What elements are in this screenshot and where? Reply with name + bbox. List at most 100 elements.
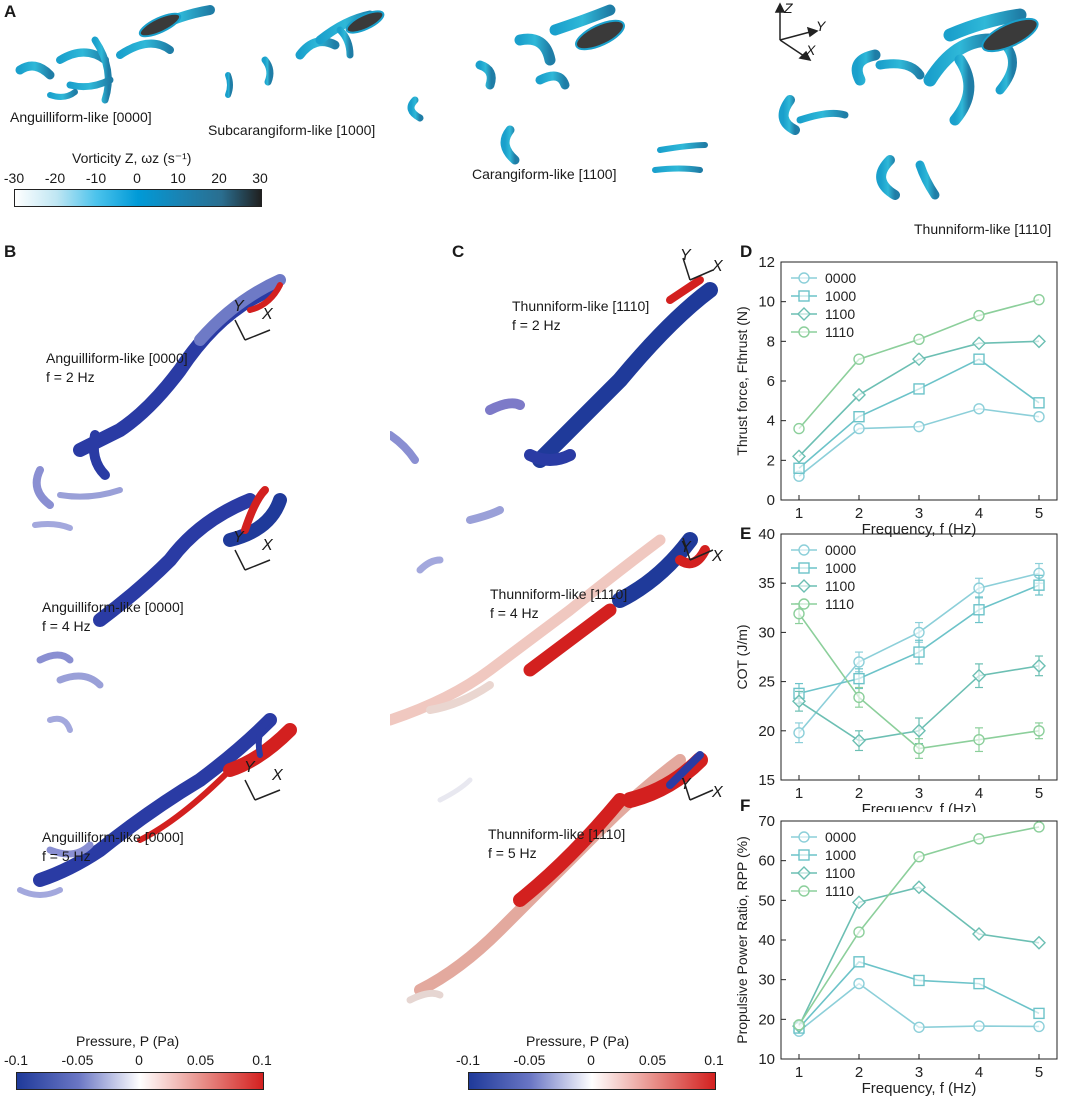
f-legend-marker-1110 — [798, 885, 810, 897]
c-pressure-tick-3: 0.05 — [638, 1052, 667, 1068]
b-pressure-colorbar-ticks: -0.1 -0.05 0 0.05 0.1 — [0, 1052, 300, 1070]
c-axis-y-1: Y — [680, 247, 691, 264]
d-point-1000-3 — [973, 353, 985, 365]
e-legend-label-1110: 1110 — [825, 596, 854, 612]
caption-subcarangiform: Subcarangiform-like [1000] — [208, 122, 376, 138]
e-legend-label-1100: 1100 — [825, 578, 855, 594]
d-point-1000-0 — [793, 462, 805, 474]
f-ytick-label-3: 40 — [758, 932, 775, 949]
d-ylabel: Thrust force, Fthrust (N) — [735, 306, 750, 455]
d-point-1000-4 — [1033, 397, 1045, 409]
f-series-0000 — [793, 977, 1045, 1037]
e-xtick-label-2: 3 — [915, 785, 923, 802]
b-case-3-caption: Anguilliform-like [0000] — [42, 829, 184, 845]
vorticity-tick-5: 20 — [211, 170, 227, 186]
e-point-1110-1 — [853, 691, 865, 704]
f-legend-label-1100: 1100 — [825, 865, 855, 881]
c-pressure-tick-2: 0 — [587, 1052, 595, 1068]
f-point-1100-2 — [912, 880, 926, 895]
e-point-0000-1 — [853, 656, 865, 668]
f-legend-marker-1000 — [798, 849, 810, 861]
f-ytick-label-5: 60 — [758, 853, 775, 870]
d-ytick-label-6: 12 — [758, 254, 775, 271]
c-pressure-tick-1: -0.05 — [513, 1052, 546, 1068]
d-legend-marker-1110 — [798, 326, 810, 338]
b-case-2-freq: f = 4 Hz — [42, 618, 91, 634]
e-series-1100 — [792, 655, 1046, 752]
d-series-1000 — [793, 353, 1045, 474]
e-point-1100-0 — [792, 694, 806, 709]
b-case-2-caption: Anguilliform-like [0000] — [42, 599, 184, 615]
d-xtick-label-1: 2 — [855, 505, 863, 522]
d-series-1100 — [792, 334, 1046, 464]
b-pressure-tick-0: -0.1 — [3, 1052, 29, 1068]
f-point-1000-3 — [973, 977, 985, 990]
b-pressure-tick-2: 0 — [135, 1052, 143, 1068]
e-point-1100-2 — [912, 723, 926, 738]
f-point-1100-3 — [972, 927, 986, 942]
e-xlabel: Frequency, f (Hz) — [862, 801, 977, 812]
f-line-1100 — [798, 886, 1040, 1027]
e-point-1100-4 — [1032, 658, 1046, 673]
vorticity-tick-3: 0 — [133, 170, 141, 186]
d-series-0000 — [793, 403, 1045, 482]
b-axis-x-2: X — [262, 537, 273, 554]
e-point-1110-2 — [913, 742, 925, 755]
d-point-1110-3 — [973, 309, 985, 322]
e-legend-marker-0000 — [798, 544, 810, 556]
axis-y-label: Y — [816, 18, 826, 34]
vorticity-colorbar — [14, 189, 262, 207]
d-plot-frame — [780, 261, 1058, 501]
chart-e-cost-of-transport: 15 20 25 30 35 40 1 2 3 4 5 Frequency, f (Hz) COT (J… — [735, 526, 1058, 812]
caption-carangiform: Carangiform-like [1100] — [472, 166, 617, 182]
e-point-1000-1 — [853, 672, 865, 685]
c-axis-x-2: X — [712, 548, 723, 565]
c-axis-x-1: X — [712, 258, 723, 275]
panel-b-pressure-render — [17, 274, 297, 898]
d-legend-label-1100: 1100 — [825, 306, 855, 322]
c-axis-y-3: Y — [680, 776, 691, 793]
e-point-0000-2 — [913, 626, 925, 639]
b-case-3-freq: f = 5 Hz — [42, 848, 91, 864]
fish-wake-subcarangiform — [225, 10, 385, 98]
b-case-1-freq: f = 2 Hz — [46, 369, 95, 385]
f-point-0000-2 — [913, 1021, 925, 1033]
c-pressure-colorbar-title: Pressure, P (Pa) — [526, 1033, 630, 1049]
f-series-1110 — [793, 821, 1045, 1031]
f-xlabel: Frequency, f (Hz) — [862, 1080, 977, 1097]
f-series-1100 — [792, 880, 1046, 1034]
e-point-1110-3 — [973, 733, 985, 746]
e-ytick-label-2: 25 — [758, 674, 775, 691]
e-legend-marker-1100 — [797, 579, 811, 593]
f-point-1100-1 — [852, 895, 866, 910]
f-point-1110-4 — [1033, 821, 1045, 833]
d-point-1100-0 — [792, 449, 806, 464]
f-legend-marker-0000 — [798, 831, 810, 843]
vorticity-tick-2: -10 — [85, 170, 107, 186]
vorticity-tick-6: 30 — [252, 170, 268, 186]
f-point-1110-3 — [973, 833, 985, 845]
fish-wake-thunniform — [778, 8, 1039, 200]
c-pressure-colorbar-ticks: -0.1 -0.05 0 0.05 0.1 — [450, 1052, 750, 1070]
e-ylabel: COT (J/m) — [735, 624, 750, 689]
vorticity-tick-0: -30 — [3, 170, 25, 186]
e-point-1110-0 — [793, 608, 805, 620]
f-line-1000 — [798, 960, 1040, 1029]
e-legend-label-1000: 1000 — [825, 560, 856, 576]
b-pressure-tick-4: 0.1 — [252, 1052, 272, 1068]
b-axis-y-3: Y — [244, 759, 255, 776]
d-legend-marker-1000 — [798, 290, 810, 302]
e-point-1000-4 — [1033, 579, 1045, 591]
d-xtick-label-4: 5 — [1035, 505, 1043, 522]
d-point-0000-2 — [913, 420, 925, 433]
f-legend-marker-1100 — [797, 866, 811, 880]
d-point-0000-4 — [1033, 410, 1045, 423]
e-point-1000-3 — [973, 604, 985, 616]
axis-z-label: Z — [784, 0, 793, 16]
f-xtick-label-3: 4 — [975, 1064, 983, 1081]
d-ytick-label-4: 8 — [767, 333, 775, 350]
d-legend-label-0000: 0000 — [825, 270, 856, 286]
d-point-0000-1 — [853, 422, 865, 435]
e-point-1100-3 — [972, 668, 986, 683]
